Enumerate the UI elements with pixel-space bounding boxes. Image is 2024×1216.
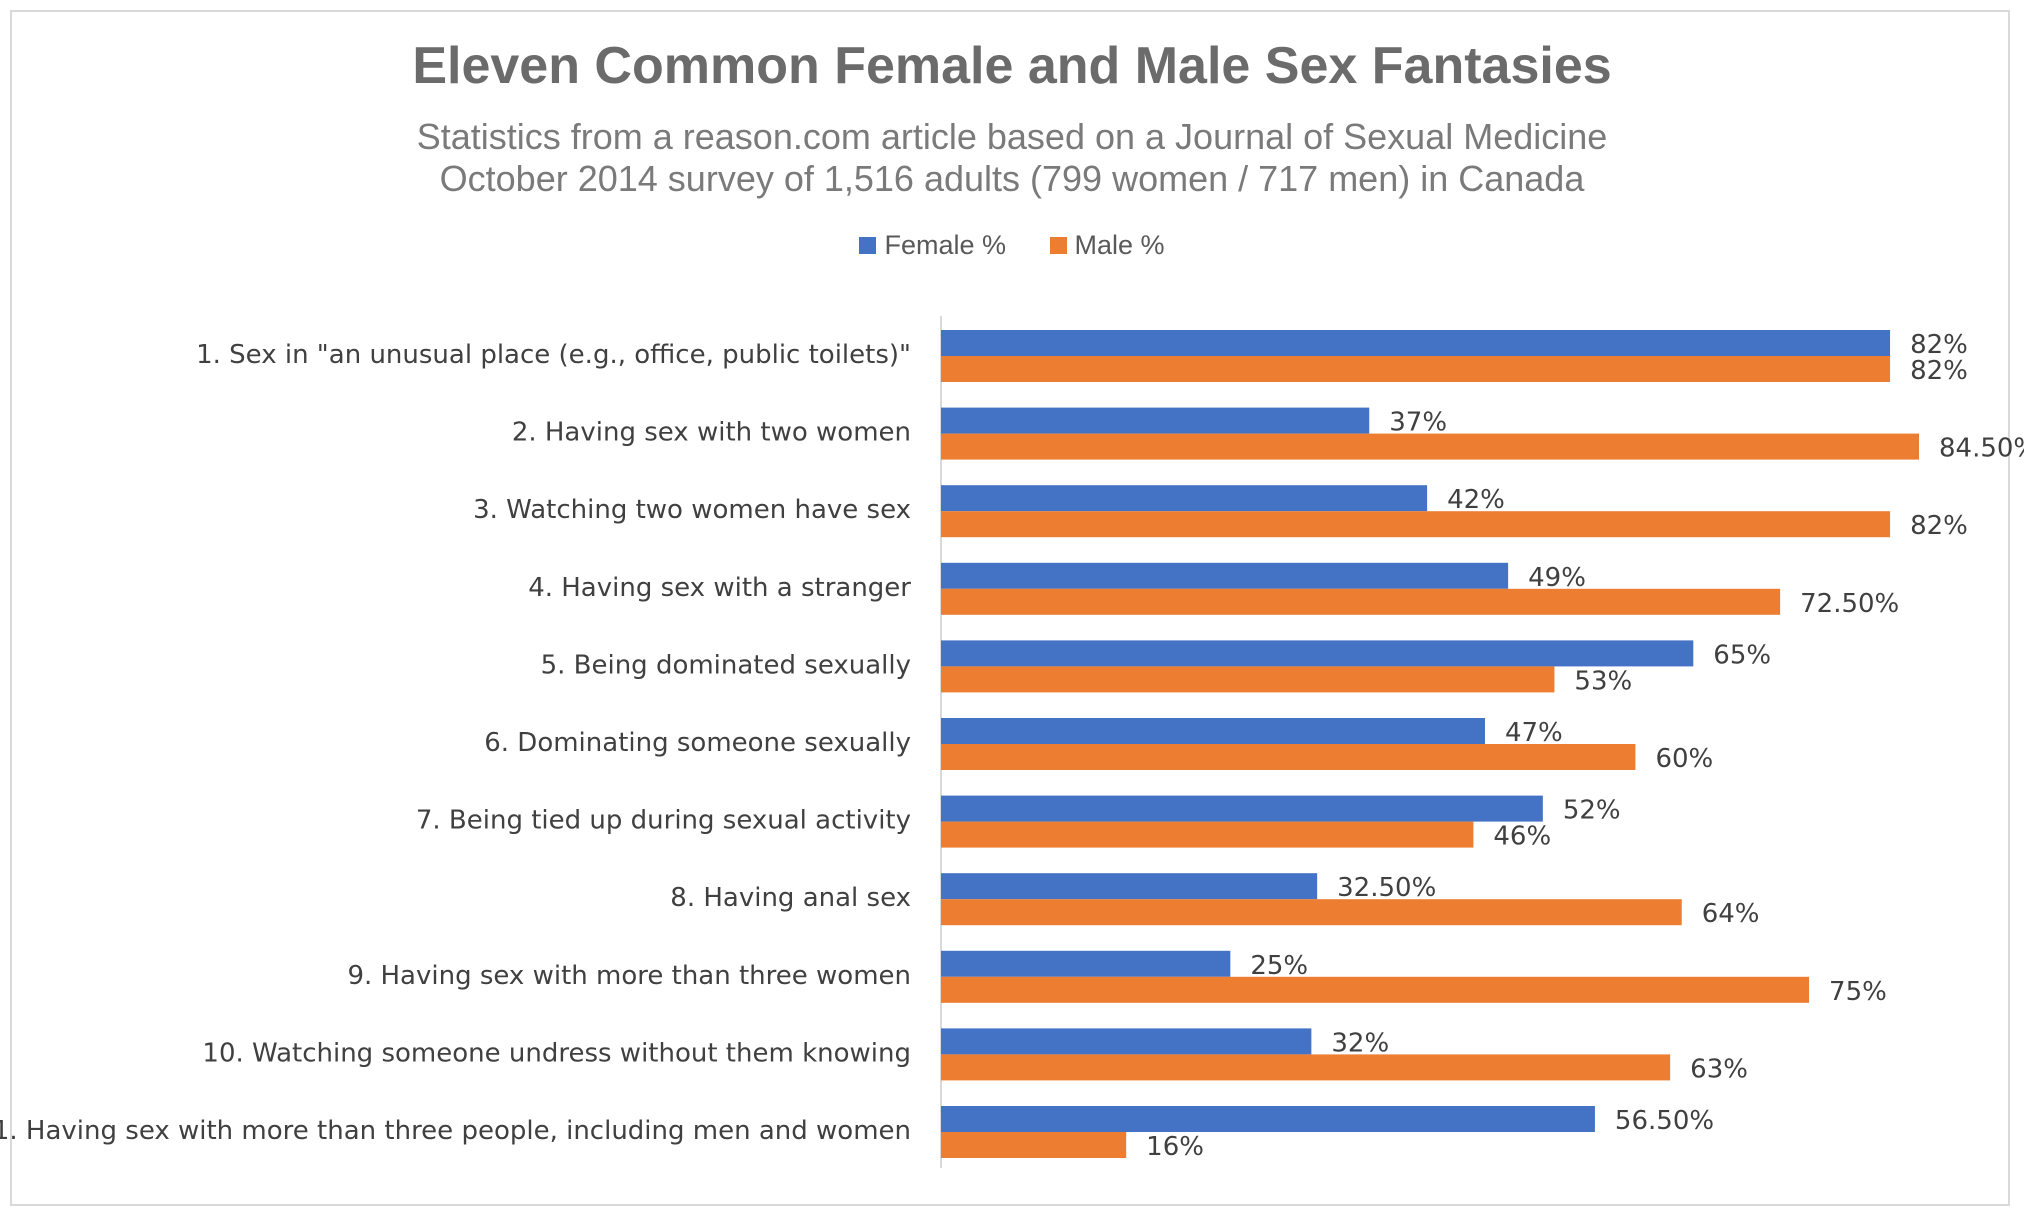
bar-female-11 (941, 1106, 1595, 1132)
bar-female-7 (941, 795, 1543, 822)
bar-female-9 (941, 950, 1231, 977)
bar-male-5 (941, 666, 1555, 693)
bar-male-7 (941, 821, 1474, 848)
data-label-male-6: 60% (1655, 744, 1713, 774)
data-label-male-2: 84.50% (1939, 434, 2024, 464)
legend-label-female: Female % (884, 230, 1006, 260)
category-label-7: 7. Being tied up during sexual activity (416, 806, 911, 836)
bar-male-8 (941, 899, 1682, 926)
chart-title: Eleven Common Female and Male Sex Fantas… (412, 37, 1612, 95)
bar-male-9 (941, 976, 1810, 1003)
category-label-3: 3. Watching two women have sex (473, 495, 911, 525)
bar-female-3 (941, 485, 1428, 512)
bar-female-10 (941, 1028, 1312, 1055)
bar-male-1 (941, 356, 1891, 382)
legend-swatch-female (859, 237, 877, 254)
data-label-female-3: 42% (1447, 485, 1505, 515)
bar-male-10 (941, 1054, 1671, 1081)
chart-legend: Female % Male % (0, 230, 2024, 261)
chart-subtitle: Statistics from a reason.com article bas… (0, 116, 2024, 200)
data-label-male-8: 64% (1702, 899, 1760, 929)
data-label-female-7: 52% (1563, 796, 1621, 826)
bar-female-1 (941, 330, 1891, 356)
bar-female-8 (941, 873, 1318, 900)
data-label-male-9: 75% (1829, 977, 1887, 1007)
legend-swatch-male (1049, 237, 1067, 254)
bar-male-4 (941, 588, 1781, 615)
data-label-female-11: 56.50% (1615, 1106, 1714, 1136)
data-label-female-5: 65% (1713, 640, 1771, 670)
bar-male-11 (941, 1132, 1127, 1158)
bar-female-6 (941, 718, 1485, 744)
bar-male-2 (941, 433, 1919, 460)
data-label-female-8: 32.50% (1337, 873, 1436, 903)
data-label-male-4: 72.50% (1800, 589, 1899, 619)
category-label-10: 10. Watching someone undress without the… (202, 1038, 911, 1068)
category-label-5: 5. Being dominated sexually (541, 650, 911, 680)
data-label-male-10: 63% (1690, 1054, 1748, 1084)
data-label-female-9: 25% (1250, 951, 1308, 981)
subtitle-line-2: October 2014 survey of 1,516 adults (799… (439, 158, 1585, 199)
data-label-male-5: 53% (1574, 666, 1632, 696)
bar-female-2 (941, 407, 1370, 434)
data-label-male-3: 82% (1910, 511, 1968, 541)
category-label-4: 4. Having sex with a stranger (528, 573, 911, 603)
legend-label-male: Male % (1074, 230, 1165, 260)
category-label-6: 6. Dominating someone sexually (484, 728, 911, 758)
legend-item-male: Male % (1049, 230, 1165, 261)
data-label-female-1: 82% (1910, 330, 1968, 360)
bar-female-4 (941, 562, 1509, 589)
category-label-9: 9. Having sex with more than three women (347, 961, 911, 991)
data-label-male-1: 82% (1910, 356, 1968, 386)
category-label-2: 2. Having sex with two women (512, 418, 911, 448)
data-label-male-11: 16% (1146, 1132, 1204, 1162)
data-label-female-4: 49% (1528, 563, 1586, 593)
category-label-8: 8. Having anal sex (670, 883, 911, 913)
category-label-1: 1. Sex in "an unusual place (e.g., offic… (196, 340, 911, 370)
data-label-female-6: 47% (1505, 718, 1563, 748)
data-label-male-7: 46% (1493, 822, 1551, 852)
legend-item-female: Female % (859, 230, 1006, 261)
data-label-female-10: 32% (1331, 1028, 1389, 1058)
bar-male-6 (941, 744, 1636, 770)
subtitle-line-1: Statistics from a reason.com article bas… (416, 116, 1608, 157)
category-label-11: 11. Having sex with more than three peop… (0, 1116, 911, 1146)
bar-male-3 (941, 511, 1891, 538)
bar-female-5 (941, 640, 1694, 667)
data-label-female-2: 37% (1389, 408, 1447, 438)
